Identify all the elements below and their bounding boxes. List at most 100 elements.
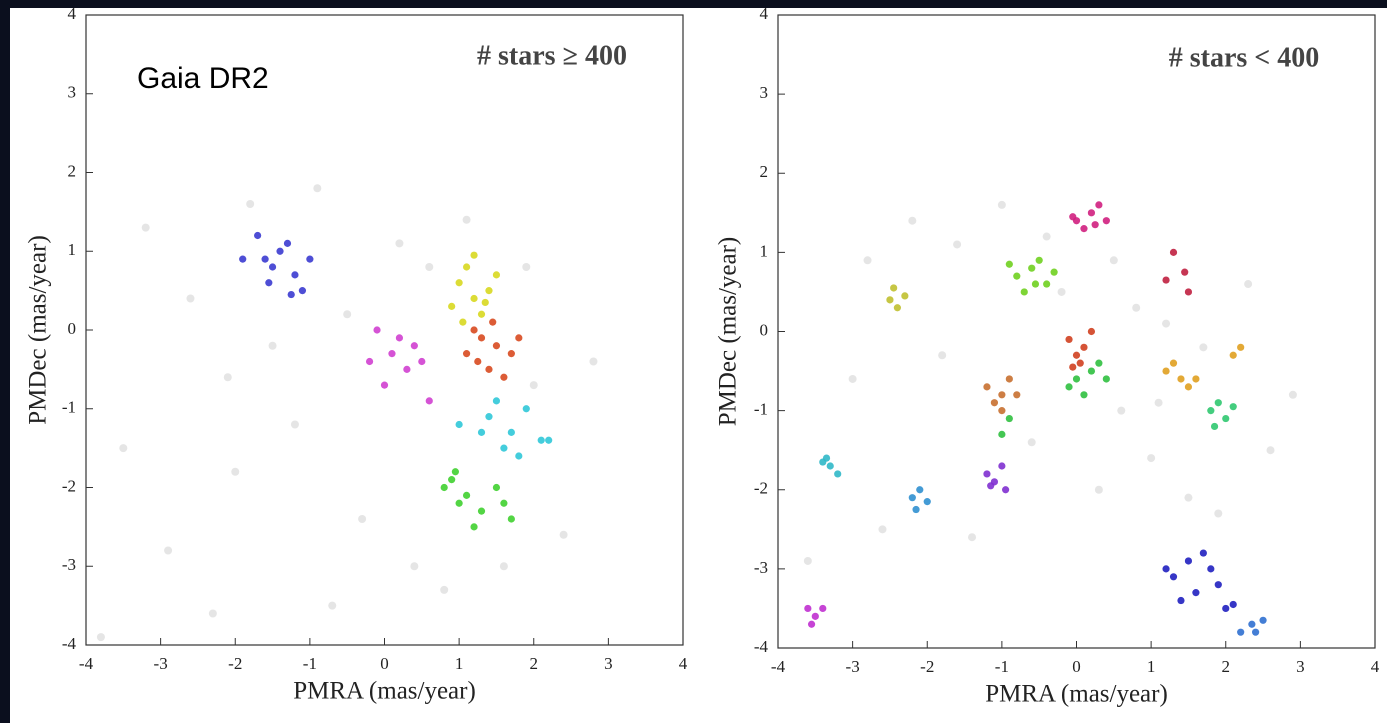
data-point (477, 310, 486, 318)
data-point (1169, 573, 1178, 581)
data-point (507, 428, 515, 436)
y-tick-label: 3 (760, 83, 769, 102)
data-point (912, 505, 920, 514)
data-point (807, 620, 816, 628)
data-point (826, 462, 834, 470)
data-point (477, 507, 486, 515)
x-tick-label: -3 (846, 657, 860, 676)
data-point (1065, 335, 1073, 344)
y-tick-label: -4 (62, 634, 77, 653)
data-point (440, 483, 448, 492)
data-point (901, 292, 909, 300)
data-point (254, 231, 262, 240)
x-tick-label: 1 (1147, 657, 1156, 676)
data-point (462, 215, 471, 224)
data-point (916, 486, 924, 494)
data-point (515, 452, 523, 460)
data-point (1147, 454, 1156, 463)
data-point (507, 350, 515, 358)
data-point (455, 420, 463, 429)
x-tick-label: -4 (771, 657, 786, 676)
data-point (1259, 616, 1267, 624)
data-point (515, 334, 523, 342)
data-point (500, 444, 508, 452)
data-point (1237, 628, 1245, 636)
data-point (470, 251, 478, 259)
data-point (1117, 406, 1126, 415)
data-point (1154, 398, 1163, 407)
y-tick-label: 2 (760, 162, 769, 181)
data-point (1244, 280, 1253, 289)
data-point (507, 515, 515, 523)
data-point (459, 318, 467, 326)
y-tick-label: -2 (754, 479, 768, 498)
data-point (485, 287, 493, 295)
y-tick-label: -1 (62, 398, 76, 417)
data-point (186, 294, 195, 303)
x-tick-label: 0 (1072, 657, 1081, 676)
x-tick-label: -1 (995, 657, 1009, 676)
data-point (1229, 403, 1237, 411)
x-tick-label: -4 (79, 654, 94, 673)
data-point (1065, 383, 1073, 391)
data-point (1214, 509, 1223, 518)
data-point (500, 499, 508, 507)
data-point (1229, 351, 1237, 359)
data-point (1043, 280, 1051, 288)
y-tick-label: 0 (760, 320, 769, 339)
data-point (239, 255, 247, 263)
x-tick-label: -2 (228, 654, 242, 673)
data-point (923, 498, 931, 506)
data-point (246, 200, 255, 208)
data-point (1169, 359, 1178, 367)
data-point (1031, 280, 1040, 288)
data-point (1087, 367, 1096, 375)
data-point (559, 530, 568, 539)
data-point (1013, 272, 1021, 280)
data-point (141, 223, 150, 232)
data-point (410, 342, 418, 350)
data-point (1050, 268, 1058, 276)
x-tick-label: 1 (455, 654, 464, 673)
data-point (477, 428, 486, 436)
data-point (388, 350, 396, 358)
data-point (268, 341, 277, 350)
annotation: Gaia DR2 (137, 62, 269, 95)
data-point (998, 462, 1006, 470)
data-point (522, 405, 530, 413)
data-point (1214, 399, 1222, 407)
data-point (492, 342, 501, 350)
data-point (1181, 268, 1189, 276)
data-point (492, 483, 501, 492)
y-axis-label: PMDec (mas/year) (715, 237, 742, 427)
x-tick-label: 4 (679, 654, 688, 673)
data-point (997, 200, 1006, 209)
annotation: # stars < 400 (1169, 42, 1320, 73)
data-point (1005, 260, 1013, 268)
data-point (1005, 414, 1013, 423)
y-tick-label: 4 (68, 4, 77, 23)
data-point (1095, 201, 1103, 209)
x-tick-label: -1 (303, 654, 317, 673)
data-point (1162, 319, 1171, 328)
data-point (474, 357, 482, 366)
data-point (968, 533, 977, 542)
data-point (1162, 276, 1170, 284)
x-tick-label: 3 (1296, 657, 1305, 676)
data-point (470, 294, 478, 303)
y-tick-label: 4 (760, 4, 769, 23)
data-point (1199, 343, 1208, 352)
data-point (886, 296, 894, 304)
x-tick-label: -3 (154, 654, 168, 673)
data-point (231, 467, 240, 476)
data-point (1169, 248, 1178, 256)
data-point (529, 381, 538, 390)
data-point (1091, 221, 1099, 229)
data-point (1080, 225, 1088, 233)
y-tick-label: 2 (68, 161, 77, 180)
data-point (451, 468, 459, 476)
data-point (878, 525, 887, 534)
data-point (1248, 620, 1256, 628)
data-point (953, 240, 962, 249)
